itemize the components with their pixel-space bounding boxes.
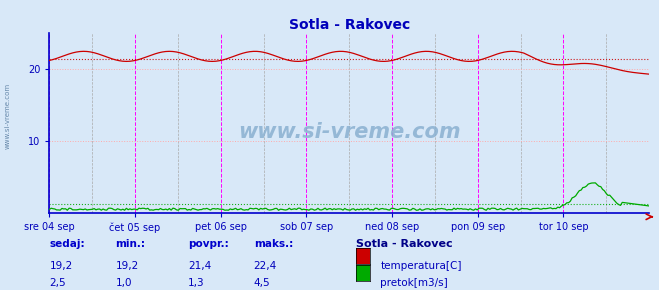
Text: 19,2: 19,2 bbox=[115, 261, 138, 271]
Text: 2,5: 2,5 bbox=[49, 278, 66, 288]
Text: 1,3: 1,3 bbox=[188, 278, 204, 288]
Text: min.:: min.: bbox=[115, 239, 146, 249]
Title: Sotla - Rakovec: Sotla - Rakovec bbox=[289, 18, 410, 32]
Text: povpr.:: povpr.: bbox=[188, 239, 229, 249]
Text: www.si-vreme.com: www.si-vreme.com bbox=[238, 122, 461, 142]
Text: pretok[m3/s]: pretok[m3/s] bbox=[380, 278, 448, 288]
Text: sedaj:: sedaj: bbox=[49, 239, 85, 249]
Text: maks.:: maks.: bbox=[254, 239, 293, 249]
Text: www.si-vreme.com: www.si-vreme.com bbox=[5, 83, 11, 149]
Text: 22,4: 22,4 bbox=[254, 261, 277, 271]
Text: 21,4: 21,4 bbox=[188, 261, 211, 271]
Text: 1,0: 1,0 bbox=[115, 278, 132, 288]
Text: temperatura[C]: temperatura[C] bbox=[380, 261, 462, 271]
Text: Sotla - Rakovec: Sotla - Rakovec bbox=[356, 239, 453, 249]
Text: 19,2: 19,2 bbox=[49, 261, 72, 271]
Text: 4,5: 4,5 bbox=[254, 278, 270, 288]
